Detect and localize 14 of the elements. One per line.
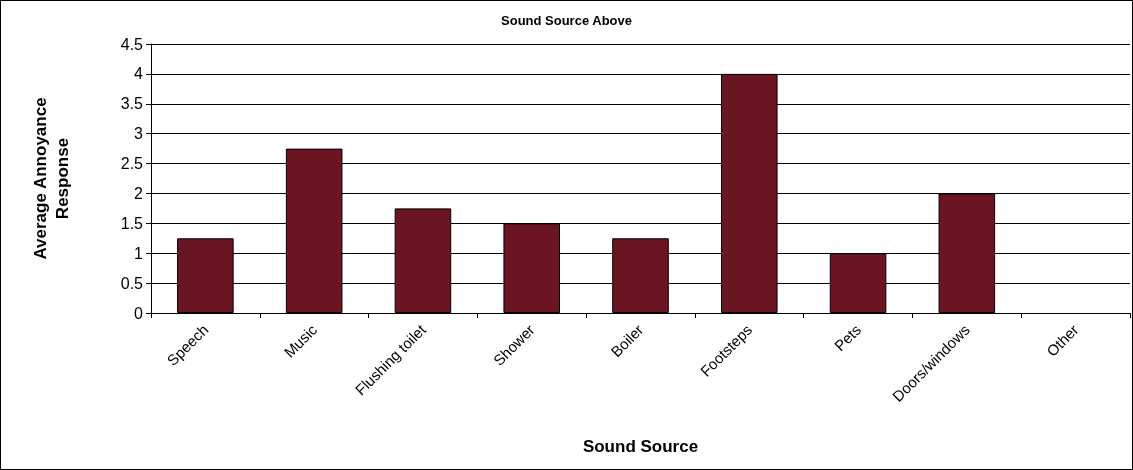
- y-tick-label: 1: [134, 244, 144, 262]
- y-axis-title: Average Annoyance Response: [30, 97, 72, 260]
- y-tick-label: 1.5: [120, 214, 144, 232]
- x-tick-label: Pets: [830, 320, 865, 355]
- y-tick-label: 4: [134, 65, 144, 83]
- y-tick-label: 0.5: [120, 274, 144, 292]
- y-tick-label: 3: [134, 125, 144, 143]
- y-tick-label: 2: [134, 184, 144, 202]
- y-tick-label: 0: [134, 304, 144, 322]
- y-tick-label: 4.5: [120, 35, 144, 53]
- y-tick-label: 3.5: [120, 95, 144, 113]
- y-tick-label: 2.5: [120, 155, 144, 173]
- x-axis-title: Sound Source: [582, 437, 699, 456]
- chart-title: Sound Source Above: [501, 13, 632, 28]
